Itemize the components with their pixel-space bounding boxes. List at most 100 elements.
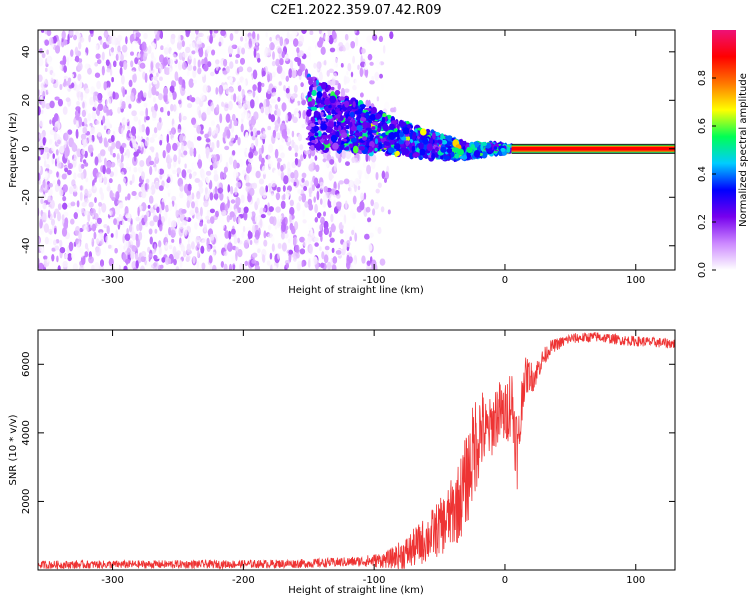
heatmap-cell — [90, 208, 94, 214]
heatmap-cell — [124, 196, 128, 201]
heatmap-cell — [62, 184, 68, 193]
heatmap-cell — [234, 30, 239, 34]
heatmap-cell — [192, 254, 196, 264]
heatmap-cell — [205, 187, 208, 195]
heatmap-cell — [73, 212, 78, 220]
heatmap-cell — [50, 199, 55, 209]
heatmap-cell — [64, 85, 70, 90]
heatmap-cell — [149, 195, 154, 204]
heatmap-cell — [95, 246, 101, 257]
heatmap-cell — [177, 34, 182, 44]
heatmap-cell — [206, 45, 212, 52]
heatmap-cell — [277, 168, 282, 176]
heatmap-cell — [280, 152, 285, 159]
heatmap-cell — [148, 45, 152, 54]
heatmap-cell — [270, 193, 276, 201]
heatmap-cell — [147, 188, 152, 195]
heatmap-cell — [181, 169, 187, 179]
heatmap-cell — [319, 246, 322, 252]
heatmap-cell — [228, 263, 233, 270]
heatmap-cell — [347, 62, 352, 72]
heatmap-cell — [149, 166, 153, 176]
heatmap-cell — [233, 93, 237, 103]
heatmap-cell — [78, 126, 84, 135]
heatmap-cell — [263, 230, 267, 239]
heatmap-cell — [144, 73, 148, 83]
heatmap-cell — [323, 59, 327, 66]
heatmap-cell — [384, 101, 390, 111]
heatmap-cell — [72, 190, 78, 197]
heatmap-cell — [185, 212, 189, 221]
heatmap-cell — [175, 266, 180, 270]
heatmap-cell — [68, 241, 74, 252]
heatmap-cell — [274, 104, 278, 110]
heatmap-cell — [263, 239, 268, 247]
heatmap-cell — [375, 188, 380, 194]
heatmap-cell — [276, 65, 283, 74]
heatmap-cell — [42, 171, 48, 180]
heatmap-cell — [155, 91, 160, 96]
heatmap-cell — [212, 264, 217, 270]
heatmap-cell — [59, 239, 63, 248]
heatmap-cell — [144, 52, 148, 57]
heatmap-cell — [65, 97, 71, 102]
heatmap-cell — [345, 149, 352, 160]
heatmap-cell — [340, 87, 345, 98]
heatmap-cell — [75, 238, 79, 245]
heatmap-cell — [40, 227, 44, 236]
heatmap-cell — [149, 220, 155, 227]
heatmap-cell — [167, 176, 171, 183]
heatmap-cell — [246, 113, 252, 121]
heatmap-cell — [316, 223, 321, 233]
heatmap-cell — [112, 91, 116, 100]
heatmap-cell — [61, 173, 67, 180]
heatmap-cell — [211, 49, 216, 56]
heatmap-cell — [301, 193, 306, 203]
heatmap-cell — [230, 186, 234, 195]
heatmap-cell — [170, 103, 174, 112]
heatmap-cell — [93, 213, 99, 220]
heatmap-cell — [264, 48, 269, 58]
heatmap-cell — [293, 237, 297, 247]
heatmap-cell — [131, 231, 136, 241]
heatmap-cell — [281, 50, 285, 59]
heatmap-cell — [234, 187, 238, 195]
heatmap-cell — [108, 244, 112, 249]
heatmap-cell — [281, 195, 285, 201]
heatmap-cell — [216, 114, 220, 124]
heatmap-cell — [110, 47, 114, 53]
heatmap-cell — [298, 34, 305, 45]
heatmap-cell — [203, 64, 209, 72]
heatmap-cell — [323, 227, 329, 235]
heatmap-cell — [54, 102, 60, 112]
heatmap-cell — [196, 120, 199, 126]
heatmap-cell — [214, 127, 219, 134]
heatmap-cell — [262, 254, 266, 263]
heatmap-cell — [301, 124, 306, 129]
heatmap-cell — [349, 185, 352, 195]
heatmap-cell — [194, 178, 200, 183]
heatmap-cell — [38, 30, 43, 39]
heatmap-cell — [88, 256, 94, 264]
heatmap-cell — [177, 156, 181, 161]
heatmap-cell — [345, 161, 350, 167]
heatmap-cell — [159, 204, 162, 214]
heatmap-cell — [133, 151, 139, 157]
heatmap-cell — [41, 98, 46, 109]
heatmap-cell — [294, 173, 298, 179]
heatmap-cell — [140, 53, 143, 62]
heatmap-cell — [291, 130, 295, 138]
heatmap-cell — [106, 225, 110, 234]
heatmap-cell — [166, 129, 171, 135]
heatmap-cell — [111, 106, 117, 114]
heatmap-cell — [320, 262, 325, 268]
heatmap-cell — [367, 53, 373, 61]
heatmap-cell — [242, 147, 247, 153]
heatmap-cell — [284, 54, 289, 62]
heatmap-cell — [43, 153, 48, 160]
heatmap-cell — [206, 106, 211, 115]
heatmap-cell — [361, 48, 366, 54]
heatmap-cell — [219, 113, 223, 124]
heatmap-cell — [170, 229, 176, 238]
heatmap-cell — [329, 174, 334, 179]
